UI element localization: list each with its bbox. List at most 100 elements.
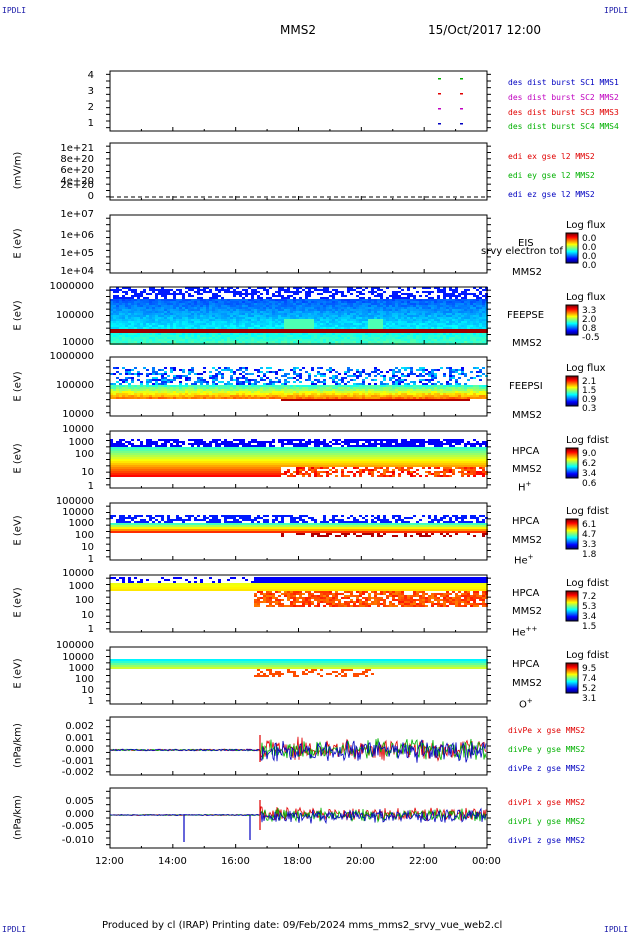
spectrogram-cell xyxy=(425,337,428,339)
spectrogram-cell xyxy=(380,331,383,333)
spectrogram-cell xyxy=(347,305,350,307)
spectrogram-cell xyxy=(374,291,377,293)
spectrogram-cell xyxy=(266,377,269,379)
spectrogram-cell xyxy=(155,295,158,297)
spectrogram-cell xyxy=(239,395,242,397)
spectrogram-cell xyxy=(152,305,155,307)
spectrogram-cell xyxy=(131,393,134,395)
spectrogram-cell xyxy=(239,385,242,387)
spectrogram-cell xyxy=(398,317,401,319)
spectrogram-cell xyxy=(473,327,476,329)
spectrogram-cell xyxy=(452,337,455,339)
spectrogram-cell xyxy=(341,339,344,341)
spectrogram-cell xyxy=(332,333,335,335)
spectrogram-cell xyxy=(266,315,269,317)
spectrogram-cell xyxy=(296,293,299,295)
spectrogram-cell xyxy=(278,321,281,323)
spectrogram-cell xyxy=(362,395,365,397)
spectrogram-cell xyxy=(290,303,293,305)
spectrogram-cell xyxy=(263,289,266,291)
spectrogram-cell xyxy=(347,367,350,369)
spectrogram-cell xyxy=(407,307,410,309)
spectrogram-cell xyxy=(143,455,146,457)
spectrogram-cell xyxy=(245,337,248,339)
spectrogram-cell xyxy=(212,299,215,301)
spectrogram-cell xyxy=(194,339,197,341)
spectrogram-cell xyxy=(329,329,332,331)
spectrogram-cell xyxy=(116,339,119,341)
spectrogram-cell xyxy=(311,325,314,327)
spectrogram-cell xyxy=(137,385,140,387)
spectrogram-cell xyxy=(119,305,122,307)
spectrogram-cell xyxy=(389,379,392,381)
spectrogram-cell xyxy=(140,303,143,305)
spectrogram-cell xyxy=(164,335,167,337)
spectrogram-cell xyxy=(173,325,176,327)
spectrogram-cell xyxy=(170,333,173,335)
spectrogram-cell xyxy=(302,317,305,319)
spectrogram-cell xyxy=(380,395,383,397)
spectrogram-cell xyxy=(356,325,359,327)
spectrogram-cell xyxy=(170,331,173,333)
spectrogram-cell xyxy=(299,327,302,329)
spectrogram-cell xyxy=(275,385,278,387)
spectrogram-cell xyxy=(299,331,302,333)
spectrogram-cell xyxy=(257,335,260,337)
spectrogram-cell xyxy=(344,377,347,379)
spectrogram-cell xyxy=(335,399,338,401)
spectrogram-cell xyxy=(434,323,437,325)
spectrogram-cell xyxy=(293,313,296,315)
spectrogram-cell xyxy=(245,339,248,341)
spectrogram-cell xyxy=(461,397,464,399)
spectrogram-cell xyxy=(428,399,431,401)
spectrogram-cell xyxy=(296,385,299,387)
spectrogram-cell xyxy=(380,323,383,325)
spectrogram-cell xyxy=(215,287,218,289)
spectrogram-cell xyxy=(176,341,179,343)
spectrogram-cell xyxy=(425,299,428,301)
spectrogram-cell xyxy=(482,333,485,335)
spectrogram-cell xyxy=(356,327,359,329)
spectrogram-cell xyxy=(314,303,317,305)
spectrogram-cell xyxy=(275,295,278,297)
spectrogram-cell xyxy=(383,329,386,331)
spectrogram-cell xyxy=(116,461,119,463)
spectrogram-cell xyxy=(293,389,296,391)
spectrogram-cell xyxy=(428,381,431,383)
spectrogram-cell xyxy=(470,331,473,333)
spectrogram-cell xyxy=(260,331,263,333)
spectrogram-cell xyxy=(278,307,281,309)
spectrogram-cell xyxy=(398,339,401,341)
spectrogram-cell xyxy=(347,391,350,393)
spectrogram-cell xyxy=(140,457,143,459)
spectrogram-cell xyxy=(287,299,290,301)
spectrogram-cell xyxy=(218,397,221,399)
spectrogram-cell xyxy=(434,391,437,393)
spectrogram-cell xyxy=(188,389,191,391)
spectrogram-cell xyxy=(431,291,434,293)
spectrogram-cell xyxy=(173,369,176,371)
spectrogram-cell xyxy=(482,397,485,399)
spectrogram-cell xyxy=(332,387,335,389)
spectrogram-cell xyxy=(332,323,335,325)
spectrogram-cell xyxy=(377,329,380,331)
spectrogram-cell xyxy=(269,333,272,335)
spectrogram-cell xyxy=(350,317,353,319)
spectrogram-cell xyxy=(200,289,203,291)
spectrogram-cell xyxy=(416,317,419,319)
spectrogram-cell xyxy=(227,391,230,393)
spectrogram-cell xyxy=(404,393,407,395)
spectrogram-cell xyxy=(308,335,311,337)
spectrogram-cell xyxy=(218,329,221,331)
spectrogram-cell xyxy=(455,333,458,335)
spectrogram-cell xyxy=(212,325,215,327)
spectrogram-cell xyxy=(437,313,440,315)
spectrogram-cell xyxy=(302,313,305,315)
spectrogram-cell xyxy=(332,327,335,329)
spectrogram-cell xyxy=(401,391,404,393)
spectrogram-cell xyxy=(179,341,182,343)
spectrogram-cell xyxy=(212,339,215,341)
spectrogram-cell xyxy=(296,321,299,323)
spectrogram-cell xyxy=(197,333,200,335)
spectrogram-cell xyxy=(296,291,299,293)
